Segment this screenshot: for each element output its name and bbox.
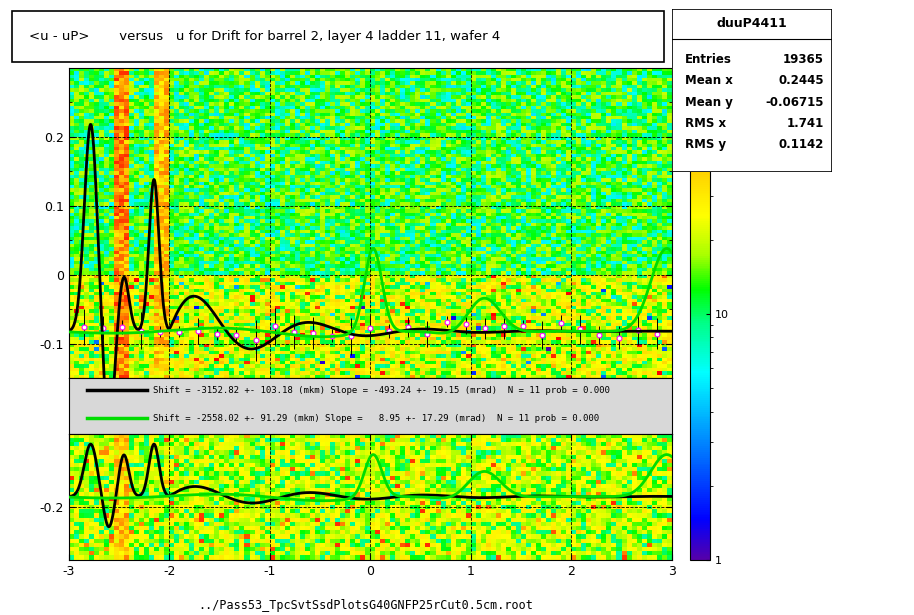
Text: RMS x: RMS x [685,117,726,130]
Text: ../Pass53_TpcSvtSsdPlotsG40GNFP25rCut0.5cm.root: ../Pass53_TpcSvtSsdPlotsG40GNFP25rCut0.5… [198,599,533,612]
Text: -0.06715: -0.06715 [765,95,824,109]
FancyBboxPatch shape [13,11,664,62]
Text: duuP4411: duuP4411 [717,17,787,30]
Text: RMS y: RMS y [685,138,726,151]
Text: 0.2445: 0.2445 [778,74,824,87]
Text: Shift = -2558.02 +- 91.29 (mkm) Slope =   8.95 +- 17.29 (mrad)  N = 11 prob = 0.: Shift = -2558.02 +- 91.29 (mkm) Slope = … [153,413,600,423]
Text: Shift = -3152.82 +- 103.18 (mkm) Slope = -493.24 +- 19.15 (mrad)  N = 11 prob = : Shift = -3152.82 +- 103.18 (mkm) Slope =… [153,386,610,395]
Text: 1.741: 1.741 [786,117,824,130]
Text: 0.1142: 0.1142 [779,138,824,151]
Text: Mean x: Mean x [685,74,732,87]
Text: Entries: Entries [685,54,731,66]
Text: <u - uP>       versus   u for Drift for barrel 2, layer 4 ladder 11, wafer 4: <u - uP> versus u for Drift for barrel 2… [29,30,500,44]
FancyBboxPatch shape [672,9,832,172]
Text: Mean y: Mean y [685,95,732,109]
Text: 19365: 19365 [782,54,824,66]
